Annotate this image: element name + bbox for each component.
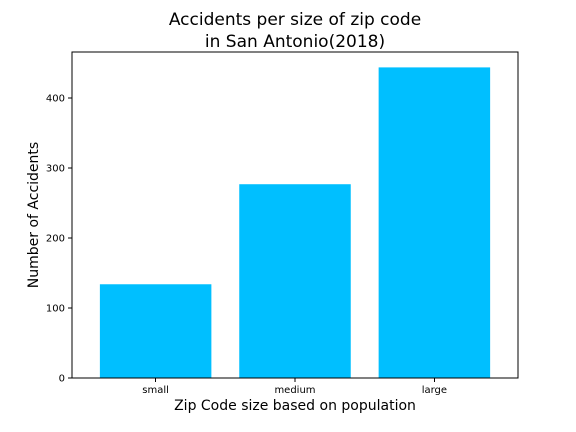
x-axis-ticks: small medium large [142, 378, 447, 396]
y-axis-ticks: 0 100 200 300 400 [46, 94, 72, 385]
bar-large [378, 67, 491, 378]
y-tick-label: 300 [46, 164, 65, 175]
bar-medium [239, 184, 351, 378]
chart-title-line-1: Accidents per size of zip code [169, 10, 421, 30]
x-tick-label: large [422, 385, 447, 396]
y-axis-label: Number of Accidents [26, 142, 42, 288]
y-tick-label: 200 [46, 234, 65, 245]
chart-title-line-2: in San Antonio(2018) [205, 32, 385, 52]
bar-small [99, 284, 212, 378]
y-tick-label: 0 [59, 374, 65, 385]
plot-area-frame [71, 51, 519, 379]
x-axis-label: Zip Code size based on population [174, 398, 416, 414]
x-tick-label: medium [274, 385, 315, 396]
x-tick-label: small [142, 385, 169, 396]
bar-series [99, 67, 491, 378]
y-tick-label: 100 [46, 304, 65, 315]
y-tick-label: 400 [46, 94, 65, 105]
